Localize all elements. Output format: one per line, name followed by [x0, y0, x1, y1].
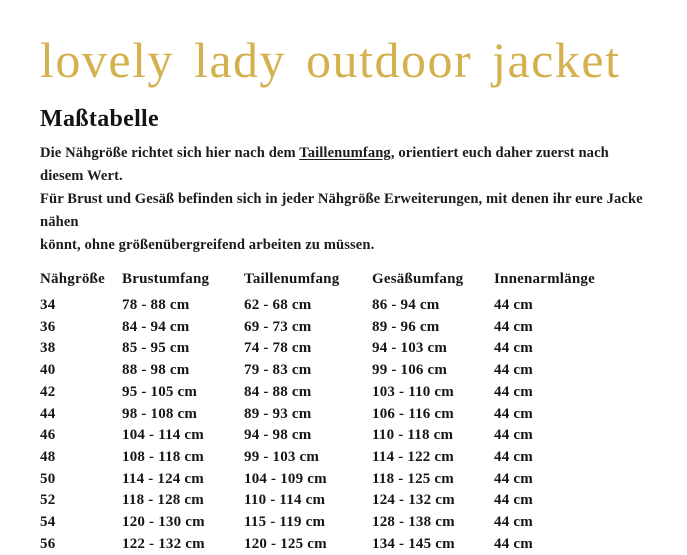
cell-3: 128 - 138 cm — [372, 514, 455, 531]
cell-1: 114 - 124 cm — [122, 470, 204, 487]
cell-1: 85 - 95 cm — [122, 340, 190, 357]
cell-4: 44 cm — [494, 514, 533, 531]
cell-3: 134 - 145 cm — [372, 535, 455, 552]
cell-2: 104 - 109 cm — [244, 470, 327, 487]
pattern-size-page: lovely lady outdoor jacket Maßtabelle Di… — [40, 32, 653, 552]
page-title: lovely lady outdoor jacket — [40, 32, 621, 88]
intro-underlined-term: Taillenumfang — [299, 145, 391, 161]
cell-1: 122 - 132 cm — [122, 535, 205, 552]
cell-4: 44 cm — [494, 448, 533, 465]
cell-4: 44 cm — [494, 470, 533, 487]
intro-line1-end: , orientiert euch daher zuerst nach dies… — [40, 145, 609, 184]
cell-3: 106 - 116 cm — [372, 405, 454, 422]
cell-0: 38 — [40, 340, 56, 357]
column-header-2: Taillenumfang — [244, 271, 340, 287]
cell-2: 99 - 103 cm — [244, 448, 320, 465]
column-header-1: Brustumfang — [122, 271, 210, 287]
cell-1: 108 - 118 cm — [122, 448, 204, 465]
cell-0: 34 — [40, 297, 56, 313]
cell-2: 62 - 68 cm — [244, 297, 312, 313]
cell-2: 94 - 98 cm — [244, 427, 312, 444]
cell-0: 44 — [40, 405, 56, 422]
cell-1: 84 - 94 cm — [122, 318, 190, 335]
cell-2: 89 - 93 cm — [244, 405, 312, 422]
intro-line-2: Für Brust und Gesäß befinden sich in jed… — [40, 191, 643, 230]
table-row: 46 104 - 114 cm 94 - 98 cm 110 - 118 cm 44 c… — [40, 425, 653, 447]
cell-1: 78 - 88 cm — [122, 297, 190, 313]
table-row: 48 108 - 118 cm 99 - 103 cm 114 - 122 cm 44 … — [40, 447, 653, 469]
size-chart-heading: Maßtabelle — [40, 106, 159, 132]
cell-3: 110 - 118 cm — [372, 427, 454, 444]
column-header-0: Nähgröße — [40, 271, 105, 287]
cell-4: 44 cm — [494, 535, 533, 552]
table-row: 38 85 - 95 cm 74 - 78 cm 94 - 103 cm 44 cm — [40, 338, 653, 360]
column-header-3: Gesäßumfang — [372, 271, 464, 287]
cell-4: 44 cm — [494, 427, 533, 444]
intro-line-3: könnt, ohne größenübergreifend arbeiten … — [40, 237, 375, 253]
table-row: 54 120 - 130 cm 115 - 119 cm 128 - 138 cm 44… — [40, 512, 653, 534]
intro-line-1: Die Nähgröße richtet sich hier nach dem … — [40, 142, 653, 188]
table-row: 36 84 - 94 cm 69 - 73 cm 89 - 96 cm 44 cm — [40, 317, 653, 339]
cell-0: 40 — [40, 362, 56, 379]
intro-line1-start: Die Nähgröße richtet sich hier nach dem — [40, 145, 300, 161]
cell-4: 44 cm — [494, 297, 533, 313]
cell-1: 88 - 98 cm — [122, 362, 190, 379]
cell-3: 114 - 122 cm — [372, 448, 454, 465]
table-row: 42 95 - 105 cm 84 - 88 cm 103 - 110 cm 44 cm — [40, 382, 653, 404]
table-row: 52 118 - 128 cm 110 - 114 cm 124 - 132 cm 44… — [40, 490, 653, 512]
cell-4: 44 cm — [494, 492, 533, 509]
cell-3: 124 - 132 cm — [372, 492, 455, 509]
cell-2: 79 - 83 cm — [244, 362, 312, 379]
table-row: 44 98 - 108 cm 89 - 93 cm 106 - 116 cm 44 cm — [40, 404, 653, 426]
cell-2: 69 - 73 cm — [244, 318, 312, 335]
cell-3: 99 - 106 cm — [372, 362, 448, 379]
cell-0: 42 — [40, 383, 56, 400]
cell-2: 74 - 78 cm — [244, 340, 312, 357]
cell-2: 110 - 114 cm — [244, 492, 326, 509]
cell-0: 50 — [40, 470, 56, 487]
cell-0: 56 — [40, 535, 56, 552]
cell-4: 44 cm — [494, 340, 533, 357]
cell-3: 86 - 94 cm — [372, 297, 440, 313]
cell-2: 120 - 125 cm — [244, 535, 327, 552]
cell-0: 48 — [40, 448, 56, 465]
cell-4: 44 cm — [494, 362, 533, 379]
cell-0: 52 — [40, 492, 56, 509]
cell-4: 44 cm — [494, 405, 533, 422]
cell-4: 44 cm — [494, 318, 533, 335]
cell-1: 95 - 105 cm — [122, 383, 198, 400]
cell-2: 115 - 119 cm — [244, 514, 326, 531]
table-row: 40 88 - 98 cm 79 - 83 cm 99 - 106 cm 44 cm — [40, 360, 653, 382]
cell-3: 89 - 96 cm — [372, 318, 440, 335]
size-table: Nähgröße Brustumfang Taillenumfang Gesäßumf… — [40, 271, 653, 555]
table-header-row: Nähgröße Brustumfang Taillenumfang Gesäßumf… — [40, 271, 653, 295]
table-row: 50 114 - 124 cm 104 - 109 cm 118 - 125 cm 44… — [40, 469, 653, 491]
cell-1: 120 - 130 cm — [122, 514, 205, 531]
size-table-body: 34 78 - 88 cm 62 - 68 cm 86 - 94 cm 44 cm 36 8… — [40, 295, 653, 555]
cell-0: 54 — [40, 514, 56, 531]
cell-0: 36 — [40, 318, 56, 335]
cell-0: 46 — [40, 427, 56, 444]
cell-1: 118 - 128 cm — [122, 492, 204, 509]
cell-1: 104 - 114 cm — [122, 427, 204, 444]
intro-paragraph: Die Nähgröße richtet sich hier nach dem … — [40, 142, 653, 257]
cell-3: 103 - 110 cm — [372, 383, 454, 400]
column-header-4: Innenarmlänge — [494, 271, 595, 287]
table-row: 56 122 - 132 cm 120 - 125 cm 134 - 145 cm 44… — [40, 534, 653, 555]
cell-3: 94 - 103 cm — [372, 340, 448, 357]
cell-1: 98 - 108 cm — [122, 405, 198, 422]
cell-2: 84 - 88 cm — [244, 383, 312, 400]
table-row: 34 78 - 88 cm 62 - 68 cm 86 - 94 cm 44 cm — [40, 295, 653, 317]
cell-4: 44 cm — [494, 383, 533, 400]
cell-3: 118 - 125 cm — [372, 470, 454, 487]
